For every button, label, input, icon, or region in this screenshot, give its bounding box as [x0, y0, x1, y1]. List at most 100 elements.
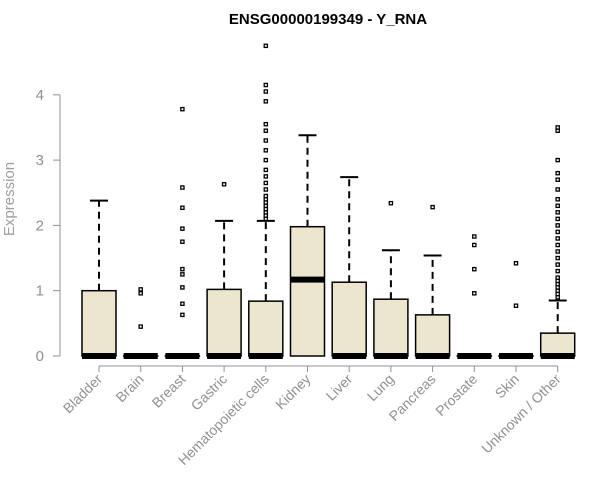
y-tick-label: 4	[36, 87, 44, 104]
outlier-point	[555, 203, 560, 209]
outlier-point	[388, 200, 394, 206]
box-brain	[122, 287, 159, 359]
outlier-point	[180, 285, 185, 290]
outlier-point	[263, 43, 269, 49]
outlier-point	[263, 148, 269, 153]
outlier-point	[138, 291, 143, 296]
box-hematopoietic-cells	[248, 43, 284, 359]
outlier-point	[180, 239, 185, 244]
x-tick-label: Brain	[112, 371, 146, 405]
outlier-point	[555, 255, 560, 261]
outlier-point	[180, 266, 185, 272]
median-line	[499, 353, 533, 359]
outlier-point	[263, 180, 269, 186]
x-tick-label: Liver	[323, 371, 356, 404]
outlier-point	[263, 167, 269, 173]
outlier-point	[180, 205, 185, 211]
outlier-point	[263, 157, 269, 163]
box-skin	[498, 261, 534, 359]
x-tick-label: Skin	[492, 371, 523, 402]
outlier-point	[555, 125, 560, 130]
median-line	[540, 353, 575, 359]
box-body	[289, 225, 326, 357]
outlier-point	[513, 303, 519, 308]
y-axis: 0 1 2 3 4	[36, 87, 61, 365]
outlier-point	[555, 242, 560, 248]
y-tick-label: 0	[36, 348, 44, 365]
outlier-point	[472, 234, 477, 239]
outlier-point	[430, 204, 435, 210]
y-tick-label: 1	[36, 283, 44, 300]
outlier-point	[263, 82, 269, 88]
median-line	[82, 353, 116, 359]
x-tick-label: Prostate	[432, 371, 480, 419]
y-tick-label: 2	[36, 217, 44, 234]
box-body	[206, 288, 242, 357]
x-tick-label: Breast	[149, 371, 189, 411]
y-tick-label: 3	[36, 152, 44, 169]
median-line	[165, 353, 200, 359]
median-line	[332, 353, 367, 359]
outlier-point	[263, 128, 269, 133]
outlier-point	[472, 242, 477, 248]
outlier-point	[180, 301, 185, 307]
outlier-point	[472, 266, 477, 272]
outlier-point	[555, 157, 560, 163]
outlier-point	[555, 249, 560, 254]
outlier-point	[513, 261, 519, 266]
outlier-point	[263, 174, 269, 179]
x-tick-label: Lung	[364, 371, 397, 404]
outlier-point	[263, 121, 269, 127]
outlier-point	[555, 210, 560, 215]
outlier-point	[472, 291, 477, 296]
outlier-point	[555, 177, 560, 182]
outlier-point	[555, 187, 560, 192]
outlier-point	[555, 197, 560, 202]
box-bladder	[81, 199, 117, 359]
boxes-layer	[81, 43, 576, 359]
median-line	[373, 353, 408, 359]
median-line	[248, 353, 283, 359]
box-body	[414, 314, 451, 357]
outlier-point	[138, 324, 143, 329]
box-lung	[373, 200, 409, 359]
median-line	[207, 353, 242, 359]
outlier-point	[263, 187, 269, 192]
box-body	[331, 281, 367, 357]
box-kidney	[289, 134, 326, 357]
median-line	[457, 353, 492, 359]
chart-title: ENSG00000199349 - Y_RNA	[229, 11, 427, 28]
box-gastric	[206, 182, 242, 359]
outlier-point	[555, 170, 560, 176]
y-axis-label: Expression	[1, 162, 18, 236]
box-body	[81, 289, 117, 357]
x-tick-label: Unknown / Other	[478, 371, 564, 457]
outlier-point	[180, 106, 185, 112]
outlier-point	[263, 138, 269, 143]
outlier-point	[180, 272, 185, 277]
outlier-point	[555, 262, 560, 267]
median-line	[415, 353, 450, 359]
outlier-point	[555, 275, 560, 280]
box-pancreas	[414, 204, 451, 359]
box-body	[373, 298, 409, 357]
outlier-point	[555, 268, 560, 274]
median-line	[290, 276, 325, 283]
outlier-point	[180, 312, 185, 318]
x-tick-label: Kidney	[272, 371, 314, 413]
box-breast	[164, 106, 201, 359]
outlier-point	[263, 193, 269, 199]
outlier-point	[555, 216, 560, 222]
median-line	[123, 353, 158, 359]
x-tick-label: Bladder	[60, 371, 106, 417]
outlier-point	[180, 185, 185, 190]
box-body	[539, 332, 576, 357]
outlier-point	[138, 287, 143, 292]
outlier-point	[263, 89, 269, 94]
outlier-point	[555, 223, 560, 228]
outlier-point	[555, 236, 560, 241]
outlier-point	[263, 99, 269, 104]
box-liver	[331, 176, 367, 359]
